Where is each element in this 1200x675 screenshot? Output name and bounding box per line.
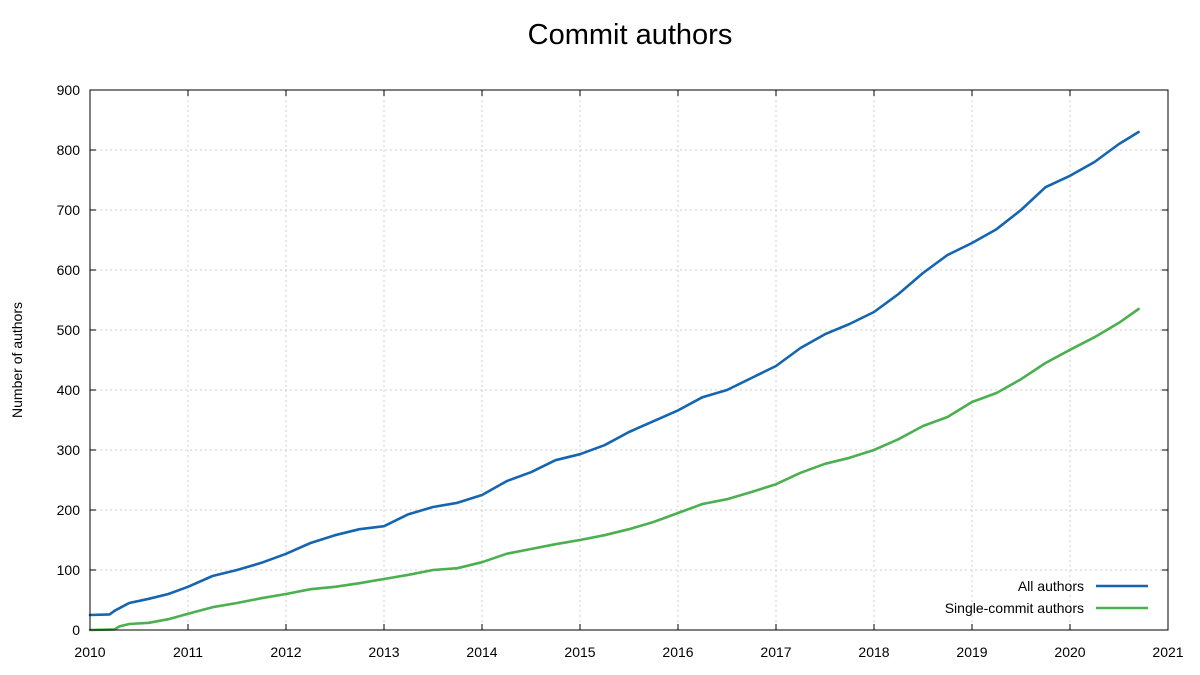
x-tick-label: 2014 <box>466 644 497 660</box>
x-tick-label: 2010 <box>74 644 105 660</box>
plot-frame <box>89 89 1169 631</box>
chart-title: Commit authors <box>528 19 733 51</box>
series-line-1 <box>88 130 1140 617</box>
x-tick-label: 2012 <box>270 644 301 660</box>
x-tick-label: 2017 <box>760 644 791 660</box>
grid-lines <box>90 90 1168 630</box>
y-tick-label: 500 <box>57 322 81 338</box>
x-tick-label: 2018 <box>858 644 889 660</box>
legend: All authors Single-commit authors <box>945 578 1148 616</box>
y-tick-label: 400 <box>57 382 81 398</box>
y-tick-label: 0 <box>72 622 80 638</box>
legend-label: All authors <box>1018 578 1084 594</box>
y-tick-label: 300 <box>57 442 81 458</box>
legend-label: Single-commit authors <box>945 600 1084 616</box>
x-tick-label: 2019 <box>956 644 987 660</box>
y-tick-label: 200 <box>57 502 81 518</box>
x-tick-label: 2020 <box>1054 644 1085 660</box>
y-tick-label: 600 <box>57 262 81 278</box>
x-tick-label: 2021 <box>1152 644 1183 660</box>
y-tick-label: 800 <box>57 142 81 158</box>
series-lines <box>88 130 1140 632</box>
x-tick-label: 2016 <box>662 644 693 660</box>
y-tick-label: 100 <box>57 562 81 578</box>
x-tick-label: 2011 <box>173 644 203 660</box>
y-tick-label: 900 <box>57 82 81 98</box>
series-line-2 <box>88 307 1140 632</box>
axis-ticks: 2010 2011 2012 2013 2014 2015 2016 2017 2018 2019… <box>57 82 1184 660</box>
x-tick-label: 2015 <box>564 644 595 660</box>
x-tick-label: 2013 <box>368 644 399 660</box>
y-tick-label: 700 <box>57 202 81 218</box>
y-axis-label: Number of authors <box>9 302 25 418</box>
